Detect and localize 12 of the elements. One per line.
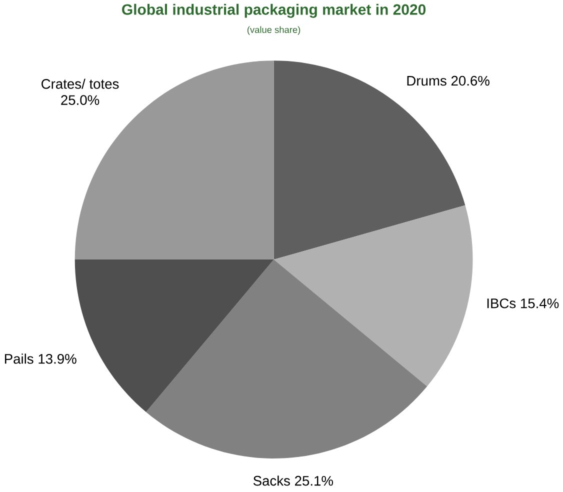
slice-label: Crates/ totes — [42, 78, 119, 89]
chart-title: Global industrial packaging market in 2020 — [122, 4, 426, 18]
chart-subtitle: (value share) — [247, 26, 300, 35]
data-label: 25.0% — [61, 95, 100, 105]
data-label: 13.9% — [38, 354, 76, 364]
slice-label: Drums — [407, 76, 446, 86]
data-label: 15.4% — [520, 298, 559, 308]
slice-label: Sacks — [253, 476, 290, 486]
slice-label: Pails — [4, 354, 34, 364]
slice-label: IBCs — [487, 298, 516, 308]
data-label: 25.1% — [294, 476, 334, 486]
data-label: 20.6% — [451, 76, 490, 86]
